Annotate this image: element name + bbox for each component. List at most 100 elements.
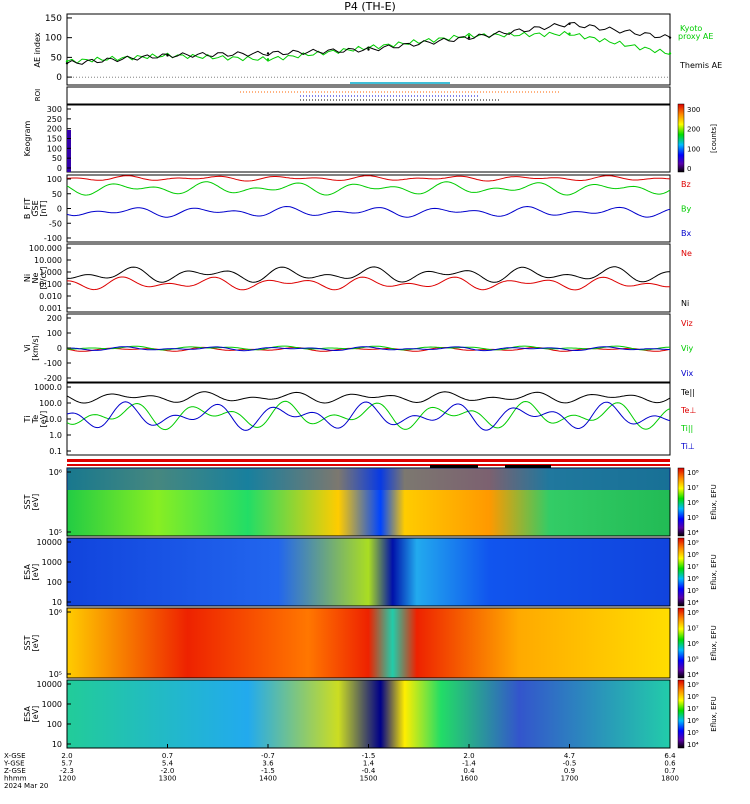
footer-value-z: 0.7 — [664, 767, 675, 775]
ni-ytick-label: 10.000 — [34, 256, 62, 265]
mode-bar-black-2 — [505, 465, 551, 468]
keogram-ytick-label: 200 — [47, 125, 62, 134]
ae-legend-themis: Themis AE — [679, 61, 722, 70]
ti-legend-item: Ti⊥ — [680, 442, 695, 451]
bfit-ylabel: B_FIT — [23, 198, 32, 219]
esa_e-cbar-tick: 10⁴ — [687, 599, 699, 607]
ae-series-point-0 — [467, 34, 471, 37]
esa_i-ylabel: ESA — [23, 706, 32, 722]
esa_i-ytick-label: 1000 — [42, 700, 62, 709]
ti-ytick-label: 0.1 — [49, 447, 62, 456]
sst_e-ylabel: SST — [23, 494, 32, 509]
keogram-ytick-label: 300 — [47, 105, 62, 114]
footer-value-t: 1200 — [58, 775, 76, 783]
ti-legend-item: Te⊥ — [680, 406, 696, 415]
sst_e-ytick-label: 10⁶ — [49, 468, 62, 477]
bfit-ylabel: GSE — [31, 200, 40, 216]
esa_i-cbar-tick: 10⁵ — [687, 729, 699, 737]
bfit-legend-item: Bx — [681, 229, 691, 238]
esa_i-cbar-label: Eflux, EFU — [710, 696, 718, 731]
ae-series-point-1 — [467, 36, 471, 39]
ni-density-line — [66, 266, 670, 283]
sst_i-cbar-tick: 10⁷ — [687, 625, 699, 633]
ae-series-point-1 — [568, 22, 571, 26]
ni-ytick-label: 0.100 — [39, 280, 62, 289]
footer-value-z: 0.9 — [564, 767, 575, 775]
vi-ytick-label: -200 — [44, 374, 62, 383]
footer-value-y: -1.4 — [462, 760, 476, 768]
vi-ylabel: Vi — [23, 344, 32, 352]
footer-value-x: 0.7 — [162, 752, 173, 760]
footer-value-y: 0.6 — [664, 760, 676, 768]
esa_i-ytick-label: 10 — [52, 740, 62, 749]
footer-value-z: -0.4 — [362, 767, 376, 775]
esa_i-ytick-label: 10000 — [37, 680, 62, 689]
ti-ylabel: Te — [31, 415, 40, 425]
keogram-ytick-label: 250 — [47, 115, 62, 124]
keogram-cbar-tick: 300 — [687, 106, 700, 114]
sst_i-ytick-label: 10⁵ — [49, 670, 62, 679]
esa-ion-colorbar — [677, 679, 685, 749]
ae-panel-frame — [66, 13, 671, 86]
viz-velocity-line — [66, 346, 671, 352]
footer-value-t: 1800 — [661, 775, 679, 783]
ti-ytick-label: 10.0 — [44, 415, 62, 424]
footer-value-z: -2.0 — [161, 767, 175, 775]
esa_e-cbar-tick: 10⁸ — [687, 551, 699, 559]
ti-ytick-label: 1.0 — [49, 431, 62, 440]
ae-series-point-0 — [266, 58, 270, 61]
esa_i-cbar-tick: 10⁶ — [687, 717, 699, 725]
footer-row-label: hhmm — [4, 775, 27, 783]
esa_e-ytick-label: 100 — [47, 578, 62, 587]
footer-value-t: 1600 — [460, 775, 478, 783]
footer-row-label: Z-GSE — [4, 767, 26, 775]
sst-electron-top-band — [67, 468, 670, 490]
ae-ytick-label: 100 — [45, 34, 62, 44]
keogram-cbar-tick: 200 — [687, 126, 700, 134]
esa_e-cbar-tick: 10⁶ — [687, 575, 699, 583]
sst_i-cbar-tick: 10⁸ — [687, 609, 699, 617]
esa_e-cbar-tick: 10⁷ — [687, 563, 699, 571]
ti-ylabel: [eV] — [39, 411, 48, 428]
bx-field-line — [66, 205, 671, 218]
mode-bar-red-2 — [67, 464, 670, 466]
ti-parallel-line — [66, 400, 671, 431]
esa_i-cbar-tick: 10⁷ — [687, 705, 699, 713]
keogram-cbar-tick: 0 — [687, 165, 691, 173]
ti-perp-line — [66, 401, 671, 431]
vi-legend-item: Viz — [681, 319, 693, 328]
ae-ytick-label: 150 — [45, 14, 62, 24]
esa_e-ytick-label: 1000 — [42, 558, 62, 567]
roi-ylabel: ROI — [34, 89, 42, 101]
ae-legend-kyoto: Kyoto — [680, 24, 702, 33]
keogram-ytick-label: 0 — [57, 164, 62, 173]
footer-value-x: 4.7 — [564, 752, 575, 760]
footer-value-y: -0.5 — [563, 760, 577, 768]
keogram-ylabel: Keogram — [23, 120, 32, 156]
sst_e-cbar-tick: 10⁴ — [687, 529, 699, 537]
ti-ytick-label: 1000.0 — [34, 383, 62, 392]
sst-electron-colorbar — [677, 467, 685, 537]
ne-density-line — [67, 276, 671, 291]
te-temperature-line — [66, 391, 671, 404]
footer-value-y: 5.7 — [61, 760, 72, 768]
keogram-ytick-label: 150 — [47, 135, 62, 144]
ni-ylabel: Ne — [31, 272, 40, 283]
sst_e-ylabel: [eV] — [31, 494, 40, 511]
roi-panel-frame — [66, 86, 671, 105]
sst_i-cbar-label: Eflux, EFU — [710, 625, 718, 660]
esa_e-cbar-tick: 10⁵ — [687, 587, 699, 595]
vi-ytick-label: 0 — [57, 344, 62, 353]
esa_e-ytick-label: 10000 — [37, 538, 62, 547]
bfit-ytick-label: 100 — [47, 175, 62, 184]
footer-value-z: -1.5 — [261, 767, 275, 775]
sst_i-ylabel: [eV] — [31, 635, 40, 652]
ti-legend-item: Ti|| — [680, 424, 693, 433]
footer-row-label: X-GSE — [4, 752, 26, 760]
bfit-legend-item: By — [681, 205, 691, 214]
footer-value-x: 2.0 — [61, 752, 72, 760]
ni-ytick-label: 0.010 — [39, 292, 62, 301]
sst_e-cbar-label: Eflux, EFU — [710, 484, 718, 519]
esa_e-ylabel: [eV] — [31, 564, 40, 581]
